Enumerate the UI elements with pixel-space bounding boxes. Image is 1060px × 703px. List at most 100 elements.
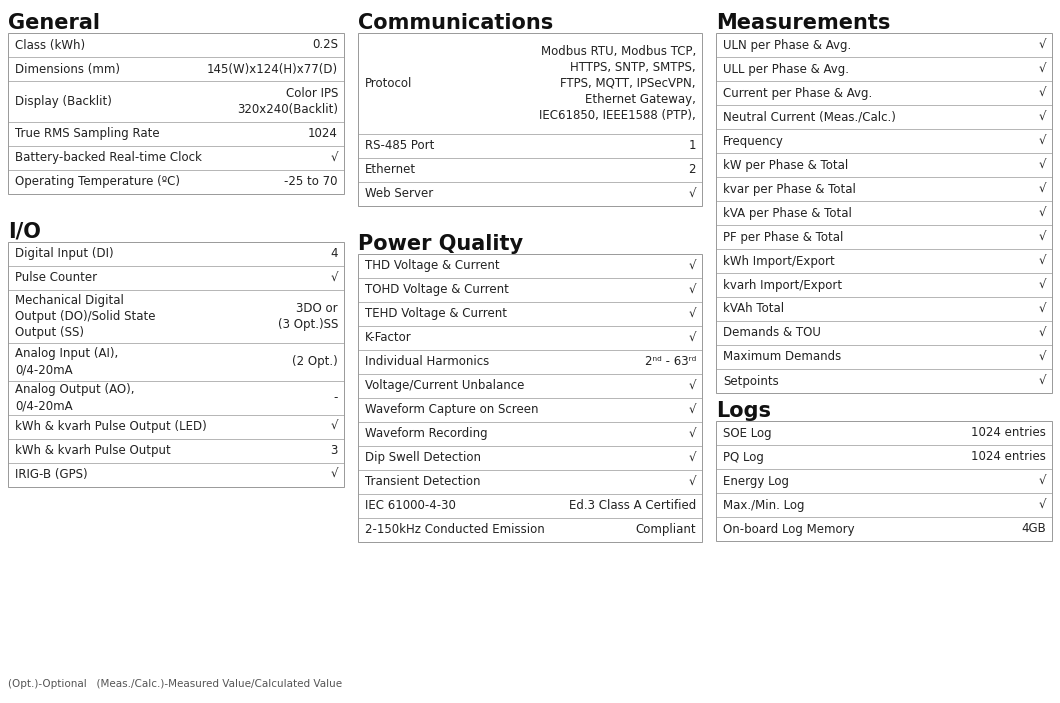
Text: √: √: [331, 420, 338, 433]
Text: √: √: [689, 259, 696, 272]
Text: TEHD Voltage & Current: TEHD Voltage & Current: [365, 307, 507, 321]
Text: √: √: [689, 380, 696, 392]
Text: √: √: [689, 451, 696, 464]
Text: TOHD Voltage & Current: TOHD Voltage & Current: [365, 283, 509, 296]
Text: 1024: 1024: [308, 127, 338, 141]
Text: Max./Min. Log: Max./Min. Log: [723, 498, 805, 512]
Text: kvar per Phase & Total: kvar per Phase & Total: [723, 183, 855, 195]
Text: I/O: I/O: [8, 222, 41, 242]
Text: 4GB: 4GB: [1021, 522, 1046, 536]
Text: √: √: [689, 475, 696, 489]
Text: IRIG-B (GPS): IRIG-B (GPS): [15, 468, 88, 481]
Text: ULL per Phase & Avg.: ULL per Phase & Avg.: [723, 63, 849, 75]
Text: Class (kWh): Class (kWh): [15, 39, 85, 51]
Text: K-Factor: K-Factor: [365, 331, 411, 344]
Text: √: √: [689, 283, 696, 296]
Text: √: √: [331, 271, 338, 284]
Text: PQ Log: PQ Log: [723, 451, 764, 463]
Text: Ethernet: Ethernet: [365, 163, 417, 176]
Text: 0.2S: 0.2S: [312, 39, 338, 51]
Text: Waveform Capture on Screen: Waveform Capture on Screen: [365, 404, 538, 416]
Text: 1024 entries: 1024 entries: [971, 451, 1046, 463]
Text: Logs: Logs: [716, 401, 771, 421]
Text: √: √: [1039, 110, 1046, 124]
Text: -: -: [334, 392, 338, 404]
Text: Neutral Current (Meas./Calc.): Neutral Current (Meas./Calc.): [723, 110, 896, 124]
Text: (2 Opt.): (2 Opt.): [293, 355, 338, 368]
Text: Compliant: Compliant: [635, 523, 696, 536]
Text: 3: 3: [331, 444, 338, 457]
Text: Transient Detection: Transient Detection: [365, 475, 480, 489]
Text: √: √: [689, 427, 696, 440]
Text: Energy Log: Energy Log: [723, 475, 789, 487]
Text: √: √: [331, 151, 338, 165]
Bar: [8, 242, 344, 486]
Text: General: General: [8, 13, 100, 33]
Text: kWh Import/Export: kWh Import/Export: [723, 254, 835, 268]
Text: Dimensions (mm): Dimensions (mm): [15, 63, 120, 75]
Text: √: √: [689, 331, 696, 344]
Text: Digital Input (DI): Digital Input (DI): [15, 247, 113, 260]
Text: 145(W)x124(H)x77(D): 145(W)x124(H)x77(D): [207, 63, 338, 75]
Text: 1024 entries: 1024 entries: [971, 427, 1046, 439]
Text: √: √: [1039, 498, 1046, 512]
Text: THD Voltage & Current: THD Voltage & Current: [365, 259, 499, 272]
Text: √: √: [1039, 375, 1046, 387]
Text: Current per Phase & Avg.: Current per Phase & Avg.: [723, 86, 872, 100]
Text: -25 to 70: -25 to 70: [284, 175, 338, 188]
Text: 3DO or
(3 Opt.)SS: 3DO or (3 Opt.)SS: [278, 302, 338, 330]
Text: kWh & kvarh Pulse Output (LED): kWh & kvarh Pulse Output (LED): [15, 420, 207, 433]
Text: Mechanical Digital
Output (DO)/Solid State
Output (SS): Mechanical Digital Output (DO)/Solid Sta…: [15, 294, 156, 339]
Text: PF per Phase & Total: PF per Phase & Total: [723, 231, 844, 243]
Text: √: √: [1039, 475, 1046, 487]
Text: Protocol: Protocol: [365, 77, 412, 90]
Text: 2-150kHz Conducted Emission: 2-150kHz Conducted Emission: [365, 523, 545, 536]
Text: √: √: [1039, 207, 1046, 219]
Text: Frequency: Frequency: [723, 134, 784, 148]
Text: Measurements: Measurements: [716, 13, 890, 33]
Text: Battery-backed Real-time Clock: Battery-backed Real-time Clock: [15, 151, 201, 165]
Text: IEC 61000-4-30: IEC 61000-4-30: [365, 499, 456, 512]
Text: √: √: [1039, 63, 1046, 75]
Text: √: √: [1039, 326, 1046, 340]
Text: SOE Log: SOE Log: [723, 427, 772, 439]
Text: √: √: [1039, 39, 1046, 51]
Text: Power Quality: Power Quality: [358, 234, 524, 254]
Text: Dip Swell Detection: Dip Swell Detection: [365, 451, 481, 464]
Text: Color IPS
320x240(Backlit): Color IPS 320x240(Backlit): [237, 87, 338, 116]
Text: On-board Log Memory: On-board Log Memory: [723, 522, 854, 536]
Text: 2ⁿᵈ - 63ʳᵈ: 2ⁿᵈ - 63ʳᵈ: [644, 355, 696, 368]
Text: √: √: [1039, 351, 1046, 363]
Text: 1: 1: [689, 139, 696, 153]
Text: √: √: [1039, 86, 1046, 100]
Text: Analog Input (AI),
0/4-20mA: Analog Input (AI), 0/4-20mA: [15, 347, 119, 376]
Text: √: √: [689, 187, 696, 200]
Text: Pulse Counter: Pulse Counter: [15, 271, 98, 284]
Text: Web Server: Web Server: [365, 187, 434, 200]
Text: √: √: [1039, 134, 1046, 148]
Text: Communications: Communications: [358, 13, 553, 33]
Text: √: √: [1039, 278, 1046, 292]
Text: Waveform Recording: Waveform Recording: [365, 427, 488, 440]
Text: kW per Phase & Total: kW per Phase & Total: [723, 158, 848, 172]
Text: True RMS Sampling Rate: True RMS Sampling Rate: [15, 127, 160, 141]
Text: (Opt.)-Optional   (Meas./Calc.)-Measured Value/Calculated Value: (Opt.)-Optional (Meas./Calc.)-Measured V…: [8, 679, 342, 689]
Text: Modbus RTU, Modbus TCP,
HTTPS, SNTP, SMTPS,
FTPS, MQTT, IPSecVPN,
Ethernet Gatew: Modbus RTU, Modbus TCP, HTTPS, SNTP, SMT…: [540, 45, 696, 122]
Text: √: √: [1039, 158, 1046, 172]
Text: kVA per Phase & Total: kVA per Phase & Total: [723, 207, 852, 219]
Text: Individual Harmonics: Individual Harmonics: [365, 355, 490, 368]
Text: √: √: [1039, 254, 1046, 268]
Text: √: √: [331, 468, 338, 481]
Text: Maximum Demands: Maximum Demands: [723, 351, 842, 363]
Text: RS-485 Port: RS-485 Port: [365, 139, 435, 153]
Text: √: √: [689, 307, 696, 321]
Text: kVAh Total: kVAh Total: [723, 302, 784, 316]
Text: √: √: [1039, 302, 1046, 316]
Bar: [358, 254, 702, 542]
Text: Analog Output (AO),
0/4-20mA: Analog Output (AO), 0/4-20mA: [15, 383, 135, 412]
Text: Operating Temperature (ºC): Operating Temperature (ºC): [15, 175, 180, 188]
Text: Setpoints: Setpoints: [723, 375, 779, 387]
Text: kWh & kvarh Pulse Output: kWh & kvarh Pulse Output: [15, 444, 171, 457]
Text: kvarh Import/Export: kvarh Import/Export: [723, 278, 842, 292]
Text: Demands & TOU: Demands & TOU: [723, 326, 820, 340]
